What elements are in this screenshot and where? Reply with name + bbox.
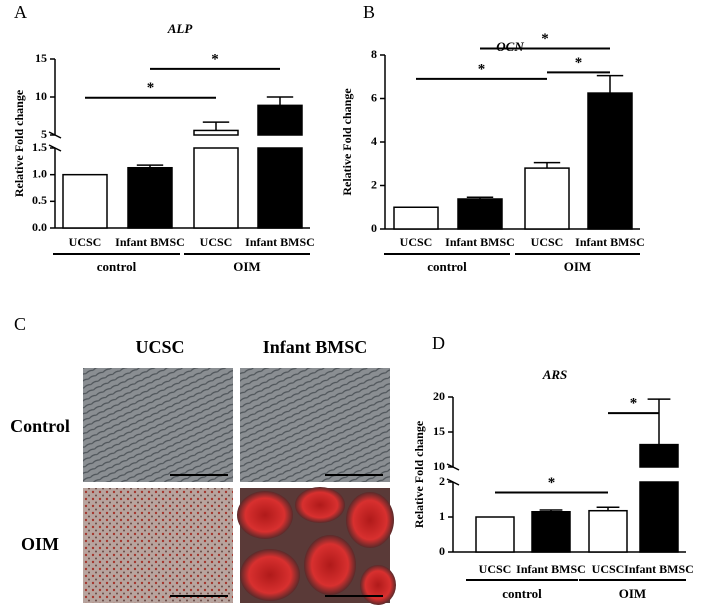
x-tick-label: Infant BMSC [516,562,586,576]
column-label: Infant BMSC [263,337,368,357]
scale-bars [170,474,383,597]
significance-label: * [211,51,219,67]
group-label: OIM [564,259,591,274]
row-label: Control [10,416,70,436]
bar [531,511,571,553]
bar [457,198,503,230]
x-tick-label: Infant BMSC [624,562,694,576]
bar [257,104,303,136]
micrograph [83,368,233,482]
y-tick-label: 0 [439,544,445,558]
group-label: OIM [619,586,646,601]
panel-letter: A [14,2,27,22]
bar [524,167,570,230]
x-tick-label: UCSC [592,562,625,576]
group-label: control [502,586,542,601]
y-tick-label: 1.0 [32,166,47,180]
significance-label: * [630,396,638,412]
bar [127,166,173,229]
micrograph [83,488,233,603]
x-tick-label: UCSC [479,562,512,576]
y-tick-label: 8 [371,47,377,61]
x-tick-label: Infant BMSC [575,235,645,249]
significance-label: * [541,31,549,47]
panel-c: C UCSC Infant BMSC Control OIM [10,314,396,605]
panel-letter: D [432,333,445,353]
x-tick-label: Infant BMSC [245,235,315,249]
y-axis-label: Relative Fold change [340,88,354,196]
y-tick-label: 5 [41,127,47,141]
significance-label: * [147,80,155,96]
x-tick-label: Infant BMSC [115,235,185,249]
y-tick-label: 15 [433,424,445,438]
x-tick-label: UCSC [531,235,564,249]
chart-title: ARS [542,367,568,382]
bar [393,206,439,230]
y-tick-label: 4 [371,134,377,148]
chart-title: ALP [167,21,194,36]
y-tick-label: 15 [35,51,47,65]
y-axis-label: Relative Fold change [12,89,26,197]
bar [193,147,239,229]
x-tick-label: Infant BMSC [445,235,515,249]
significance-label: * [548,475,556,491]
y-tick-label: 10 [433,459,445,473]
column-label: UCSC [135,337,184,357]
bar [62,173,108,229]
y-tick-label: 0 [371,221,377,235]
bar [257,147,303,229]
y-tick-label: 0.5 [32,193,47,207]
significance-label: * [575,55,583,71]
row-label: OIM [21,534,59,554]
y-tick-label: 2 [439,474,445,488]
x-tick-label: UCSC [400,235,433,249]
y-tick-label: 20 [433,389,445,403]
bar [639,443,679,468]
group-label: control [427,259,467,274]
x-tick-label: UCSC [200,235,233,249]
y-tick-label: 1 [439,509,445,523]
micrograph [237,487,396,605]
y-tick-label: 2 [371,177,377,191]
bar [475,516,515,553]
panel-letter: B [363,2,375,22]
y-tick-label: 10 [35,89,47,103]
group-label: OIM [233,259,260,274]
x-tick-label: UCSC [69,235,102,249]
y-tick-label: 1.5 [32,140,47,154]
y-tick-label: 6 [371,90,377,104]
bar [639,481,679,553]
y-tick-label: 0.0 [32,220,47,234]
panel-letter: C [14,314,26,334]
chart-title: OCN [496,39,524,54]
significance-label: * [478,61,486,77]
group-label: control [97,259,137,274]
bar [588,509,628,553]
micrograph [240,368,390,482]
y-axis-label: Relative Fold change [412,420,426,528]
bar [587,92,633,230]
bar [193,129,239,136]
